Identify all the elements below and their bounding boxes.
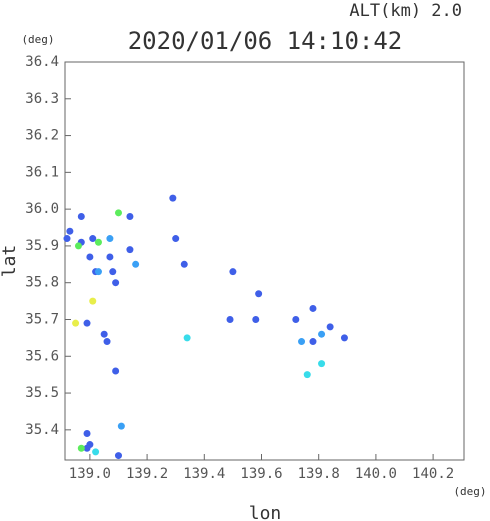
echo-point bbox=[83, 444, 91, 452]
plot-frame bbox=[64, 61, 465, 461]
echo-point bbox=[112, 367, 120, 375]
x-tick-label: 139.0 bbox=[69, 466, 111, 482]
echo-point bbox=[89, 235, 97, 243]
y-tick-label: 35.9 bbox=[25, 238, 59, 254]
echo-point bbox=[114, 209, 122, 217]
x-tick-label: 140.0 bbox=[355, 466, 397, 482]
y-tick-label: 35.5 bbox=[25, 385, 59, 401]
echo-point bbox=[106, 253, 114, 261]
echo-point bbox=[94, 238, 102, 246]
echo-point bbox=[226, 315, 234, 323]
altitude-label: ALT(km) 2.0 bbox=[349, 1, 462, 21]
echo-point bbox=[318, 330, 326, 338]
echo-point bbox=[292, 315, 300, 323]
x-unit: (deg) bbox=[453, 485, 486, 498]
echo-point bbox=[103, 338, 111, 346]
echo-point bbox=[117, 422, 125, 430]
y-tick-label: 35.7 bbox=[25, 311, 59, 327]
echo-point bbox=[109, 268, 117, 276]
y-axis-label: lat bbox=[0, 245, 20, 278]
echo-point bbox=[72, 319, 80, 327]
echo-point bbox=[183, 334, 191, 342]
y-tick-label: 35.6 bbox=[25, 348, 59, 364]
echo-point bbox=[326, 323, 334, 331]
echo-point bbox=[63, 235, 71, 243]
x-tick-label: 139.8 bbox=[298, 466, 340, 482]
echo-point bbox=[86, 253, 94, 261]
echo-point bbox=[303, 371, 311, 379]
y-unit: (deg) bbox=[21, 33, 54, 46]
x-tick-label: 139.2 bbox=[126, 466, 168, 482]
y-tick-label: 35.4 bbox=[25, 422, 59, 438]
echo-point bbox=[77, 444, 85, 452]
y-tick-label: 35.8 bbox=[25, 275, 59, 291]
echo-point bbox=[309, 338, 317, 346]
x-tick-label: 139.4 bbox=[183, 466, 225, 482]
echo-point bbox=[94, 268, 102, 276]
chart-title: 2020/01/06 14:10:42 bbox=[128, 27, 403, 55]
y-tick-label: 36.4 bbox=[25, 54, 59, 70]
echo-point bbox=[298, 338, 306, 346]
echo-point bbox=[66, 227, 74, 235]
echo-point bbox=[169, 194, 177, 202]
echo-point bbox=[340, 334, 348, 342]
echo-point bbox=[172, 235, 180, 243]
echo-point bbox=[74, 242, 82, 250]
echo-point bbox=[100, 330, 108, 338]
echo-point bbox=[229, 268, 237, 276]
echo-point bbox=[255, 290, 263, 298]
y-tick-label: 36.3 bbox=[25, 91, 59, 107]
echo-point bbox=[126, 212, 134, 220]
echo-point bbox=[318, 360, 326, 368]
echo-point bbox=[112, 279, 120, 287]
y-tick-label: 36.2 bbox=[25, 128, 59, 144]
x-tick-label: 140.2 bbox=[412, 466, 454, 482]
echo-point bbox=[83, 430, 91, 438]
echo-point bbox=[83, 319, 91, 327]
echo-point bbox=[77, 212, 85, 220]
x-tick-label: 139.6 bbox=[240, 466, 282, 482]
echo-point bbox=[126, 246, 134, 254]
echo-point bbox=[114, 452, 122, 460]
y-tick-label: 36.1 bbox=[25, 164, 59, 180]
echo-point bbox=[180, 260, 188, 268]
echo-point bbox=[106, 235, 114, 243]
echo-point bbox=[252, 315, 260, 323]
echo-point bbox=[309, 304, 317, 312]
echo-point bbox=[92, 448, 100, 456]
echo-point bbox=[89, 297, 97, 305]
y-tick-label: 36.0 bbox=[25, 201, 59, 217]
echo-point bbox=[132, 260, 140, 268]
x-axis-label: lon bbox=[249, 503, 282, 521]
